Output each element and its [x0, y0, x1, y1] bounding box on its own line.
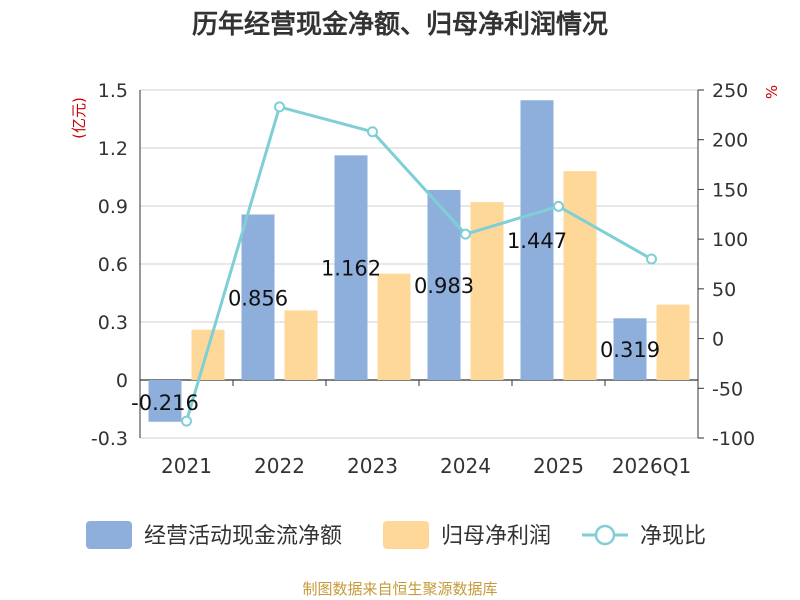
- cashflow-data-label: -0.216: [131, 391, 199, 415]
- legend-cashflow-label: 经营活动现金流净额: [144, 524, 342, 549]
- net-cash-ratio-point: [181, 415, 192, 427]
- left-tick-label: 0.6: [98, 254, 128, 276]
- left-tick-label: 1.2: [98, 138, 128, 160]
- net-profit-bar: [377, 273, 411, 380]
- data-source-note: 制图数据来自恒生聚源数据库: [302, 580, 498, 598]
- cashflow-data-label: 1.162: [321, 257, 381, 281]
- x-tick-label: 2021: [161, 454, 212, 478]
- left-tick-label: -0.3: [91, 428, 128, 450]
- net-cash-ratio-point: [367, 126, 378, 138]
- x-tick-label: 2024: [440, 454, 491, 478]
- cashflow-data-label: 0.983: [414, 274, 474, 298]
- left-tick-label: 1.5: [98, 80, 128, 102]
- left-tick-label: 0.9: [98, 196, 128, 218]
- x-tick-label: 2025: [533, 454, 584, 478]
- cashflow-data-label: 0.856: [228, 286, 288, 310]
- legend-net-profit-label: 归母净利润: [441, 524, 551, 549]
- chart-title: 历年经营现金净额、归母净利润情况: [191, 10, 608, 40]
- cashflow-bar: [334, 155, 368, 380]
- right-axis-unit: %: [763, 85, 781, 99]
- left-tick-label: 0.3: [98, 312, 128, 334]
- legend-ratio-marker: [594, 524, 616, 546]
- cashflow-bar: [613, 318, 647, 380]
- cashflow-data-label: 1.447: [507, 229, 567, 253]
- right-tick-label: 250: [712, 80, 748, 102]
- right-tick-label: 50: [712, 279, 736, 301]
- net-cash-ratio-polyline: [185, 105, 653, 422]
- net-profit-bar: [563, 171, 597, 380]
- net-cash-ratio-point: [646, 253, 657, 265]
- left-axis-unit: (亿元): [70, 97, 88, 139]
- data-labels: -0.216 0.856 1.162 0.983 1.447 0.319: [131, 229, 660, 415]
- x-tick-label: 2026Q1: [612, 454, 691, 478]
- right-tick-label: -100: [712, 428, 755, 450]
- right-tick-label: 150: [712, 179, 748, 201]
- right-tick-label: 200: [712, 130, 748, 152]
- cashflow-data-label: 0.319: [600, 338, 660, 362]
- left-tick-label: 0: [116, 370, 128, 392]
- right-tick-label: 100: [712, 229, 748, 251]
- cashflow-bar: [148, 380, 182, 422]
- bars: [148, 100, 690, 422]
- legend-net-profit-swatch: [383, 521, 429, 549]
- net-cash-ratio-point: [553, 200, 564, 212]
- legend: 经营活动现金流净额 归母净利润 净现比: [86, 521, 706, 549]
- cashflow-bar: [241, 214, 275, 380]
- net-cash-ratio-point: [460, 228, 471, 240]
- right-tick-label: 0: [712, 329, 724, 351]
- net-profit-bar: [284, 310, 318, 380]
- x-tick-label: 2023: [347, 454, 398, 478]
- axes: -0.3 0 0.3 0.6 0.9 1.2 1.5 -100 -50 0 50 100 150 200 2…: [70, 80, 781, 478]
- net-profit-bar: [191, 329, 225, 380]
- right-tick-label: -50: [712, 378, 743, 400]
- legend-cashflow-swatch: [86, 521, 132, 549]
- net-profit-bar: [656, 304, 690, 380]
- legend-ratio-label: 净现比: [640, 524, 706, 549]
- x-tick-label: 2022: [254, 454, 305, 478]
- net-cash-ratio-point: [274, 101, 285, 113]
- cashflow-bar: [520, 100, 554, 380]
- net-cash-ratio-line: [181, 101, 657, 427]
